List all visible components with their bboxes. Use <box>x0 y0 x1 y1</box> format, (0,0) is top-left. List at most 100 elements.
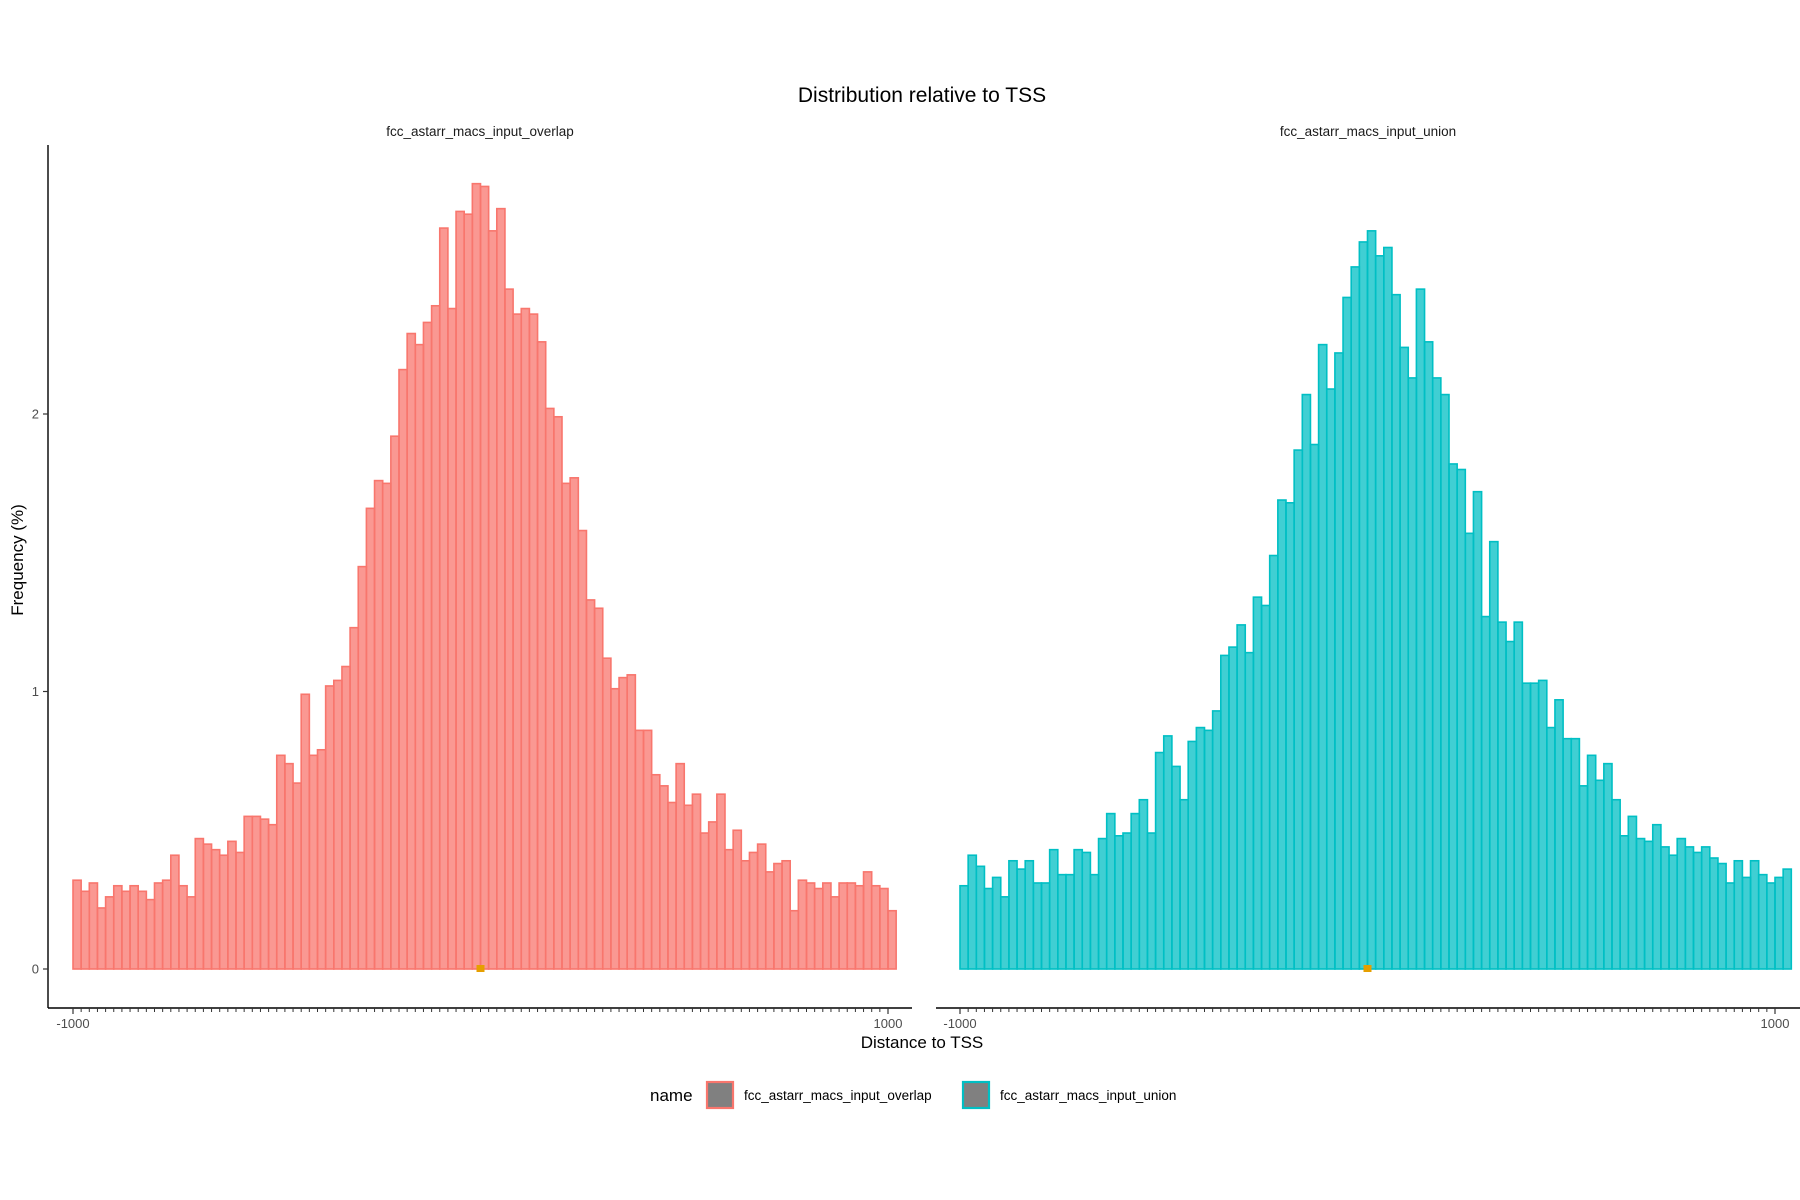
histogram-bar <box>390 435 400 970</box>
histogram-bar <box>471 182 482 970</box>
histogram-bar <box>1138 798 1149 970</box>
histogram-bar <box>381 482 392 970</box>
histogram-bar <box>1456 468 1467 970</box>
histogram-bar <box>1358 241 1369 970</box>
histogram-bar <box>756 843 767 970</box>
histogram-bar <box>520 307 531 970</box>
histogram-bar <box>1073 848 1084 970</box>
histogram-bar <box>1162 735 1173 970</box>
histogram-bar <box>553 415 563 970</box>
histogram-bar <box>1374 255 1385 970</box>
histogram-bar <box>854 884 865 970</box>
histogram-bar <box>1040 882 1051 970</box>
histogram-bar <box>601 657 612 970</box>
legend-key <box>705 1080 735 1110</box>
histogram-bar <box>1643 840 1654 970</box>
histogram-bar <box>324 685 335 970</box>
histogram-bar <box>414 343 425 970</box>
histogram-bar <box>634 729 645 970</box>
histogram-bar <box>1081 851 1092 970</box>
histogram-bar <box>528 313 539 970</box>
histogram-bar <box>349 626 360 970</box>
histogram-bar <box>1260 604 1271 970</box>
histogram-bar <box>1480 615 1491 970</box>
histogram-bar <box>610 687 620 970</box>
histogram-bar <box>137 890 148 970</box>
histogram-bar <box>797 879 808 970</box>
histogram-bar <box>1187 740 1198 970</box>
histogram-bar <box>1651 823 1662 970</box>
x-minor-ticks <box>959 1008 1776 1012</box>
histogram-bar <box>259 818 270 970</box>
histogram-bar <box>1692 851 1703 970</box>
histogram-bar <box>479 185 490 970</box>
histogram-bar <box>210 848 221 970</box>
histogram-bar <box>1391 293 1401 970</box>
histogram-bar <box>1415 288 1426 970</box>
histogram-bar <box>1105 812 1116 970</box>
histogram-bar <box>1114 834 1124 970</box>
histogram-bar <box>96 907 107 970</box>
histogram-bar <box>308 754 319 970</box>
histogram-bar <box>1529 682 1540 970</box>
histogram-bar <box>1399 346 1410 970</box>
histogram-bar <box>227 840 237 970</box>
histogram-bar <box>1203 729 1214 970</box>
legend: name fcc_astarr_macs_input_overlap fcc_as… <box>650 1080 1176 1110</box>
histogram-bar <box>1383 246 1393 970</box>
histogram-bar <box>512 313 523 970</box>
histogram-bar <box>153 882 164 970</box>
histogram-bar <box>1440 393 1450 970</box>
histogram-bar <box>487 230 498 970</box>
histogram-bar <box>1562 737 1573 970</box>
histogram-bar <box>805 882 816 970</box>
histogram-bar <box>447 307 457 970</box>
histogram-bar <box>1366 230 1377 970</box>
legend-key <box>961 1080 991 1110</box>
histogram-bar <box>1016 868 1026 970</box>
histogram-bar <box>1122 832 1132 970</box>
histogram-bar <box>577 529 588 970</box>
histogram-bar <box>284 762 294 970</box>
histogram-bar <box>675 762 686 970</box>
histogram-bar <box>129 884 140 970</box>
histogram-bar <box>830 896 840 970</box>
histogram-bar <box>1032 882 1043 970</box>
histogram-bar <box>1309 443 1320 970</box>
histogram-bar <box>1700 846 1711 970</box>
y-tick-label: 1 <box>32 684 39 699</box>
histogram-bar <box>406 332 417 970</box>
histogram-bar <box>879 887 889 970</box>
histogram-bar <box>983 887 994 970</box>
x-minor-ticks <box>72 1008 889 1012</box>
histogram-bar <box>1733 859 1744 970</box>
histogram-bar <box>80 890 91 970</box>
histogram-bar <box>1211 710 1222 970</box>
histogram-bar <box>789 909 800 970</box>
histogram-bar <box>121 890 131 970</box>
histogram-bar <box>1252 596 1263 970</box>
histogram-bar <box>1603 762 1613 970</box>
histogram-bar <box>707 821 718 970</box>
histogram-bar <box>186 896 197 970</box>
histogram-bar <box>72 879 82 970</box>
histogram-bar <box>1008 859 1018 970</box>
histogram-bar <box>161 879 172 970</box>
histogram-bar <box>813 887 824 970</box>
histogram-bar <box>1236 624 1247 970</box>
histogram-bar <box>504 288 514 970</box>
histogram-bar <box>1619 834 1630 970</box>
histogram-bar <box>838 882 849 970</box>
histogram-bar <box>332 679 343 970</box>
legend-title: name <box>650 1086 693 1105</box>
histogram-bar <box>1285 501 1295 970</box>
histogram-bar <box>1154 751 1165 970</box>
x-tick-label: 1000 <box>874 1016 903 1031</box>
facet-strip-label: fcc_astarr_macs_input_union <box>1280 124 1456 139</box>
histogram-bar <box>1277 499 1287 970</box>
panel-1: fcc_astarr_macs_input_overlap -1000 1000 0 1… <box>32 124 912 1031</box>
histogram-bar <box>544 407 555 970</box>
histogram-bar <box>1766 882 1776 970</box>
histogram-bar <box>716 793 726 970</box>
